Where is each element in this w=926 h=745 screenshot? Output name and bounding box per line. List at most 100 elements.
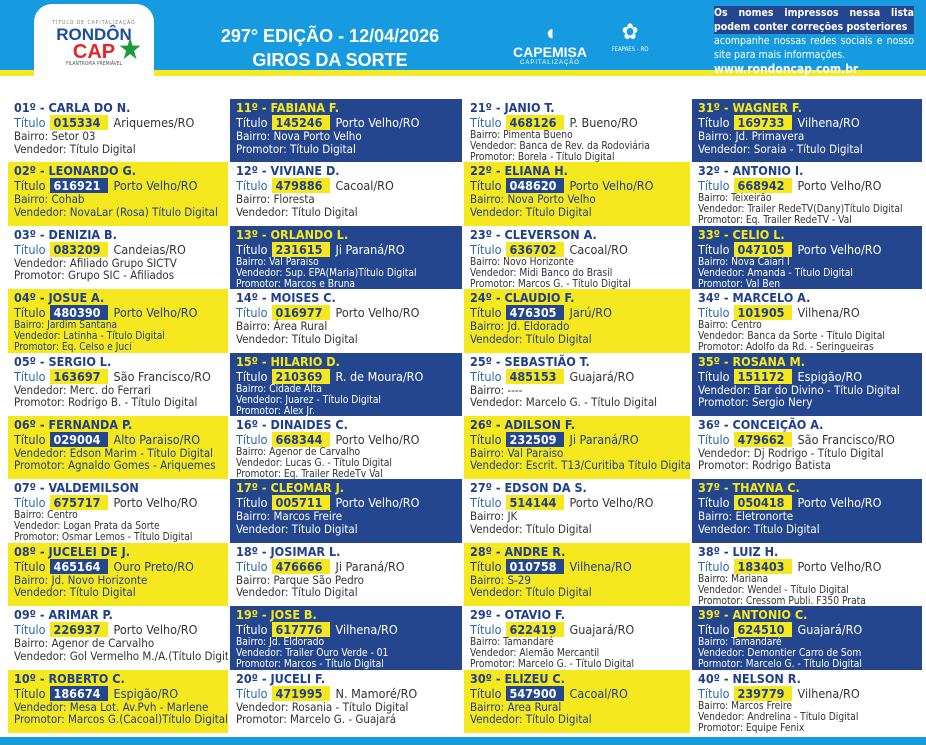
titulo-row: Título 151172 Espigão/RO <box>698 368 918 384</box>
detail-line: Vendedor: Banca da Sorte - Título Digita… <box>698 331 885 343</box>
city: Porto Velho/RO <box>335 431 420 447</box>
winner-title: 10º - ROBERTO C. <box>14 670 125 686</box>
detail-line: Bairro: Jd. Eldorado <box>470 319 570 334</box>
titulo-number: 015334 <box>49 115 108 130</box>
city: Cacoal/RO <box>335 178 394 194</box>
winner-card: 15º - HILARIO D. Título 210369 R. de Moura/… <box>230 352 462 416</box>
detail-line: Bairro: Area Rural <box>470 699 562 714</box>
winner-title: 23º - CLEVERSON A. <box>470 226 597 242</box>
detail-line: Vendedor: Título Digital <box>14 141 136 156</box>
detail-line: Bairro: Eletronorte <box>698 509 794 524</box>
detail-line: Promotor: Eq. Celso e Juci <box>14 342 132 353</box>
winner-card: 38º - LUIZ H. Título 183403 Porto Velho/RO B… <box>692 542 922 607</box>
city: Vilhena/RO <box>797 305 860 321</box>
titulo-number: 010758 <box>505 558 564 574</box>
detail-line: Vendedor: Demontier Carro de Som <box>698 648 862 660</box>
detail-line: Promotor: Adolfo da Rd. - Seringueiras <box>698 342 874 353</box>
titulo-row: Título 047105 Porto Velho/RO <box>698 241 918 257</box>
rondoncap-logo: TÍTULO DE CAPITALIZAÇÃO RONDÔN CAP ★ FIL… <box>34 4 154 78</box>
city: Vilhena/RO <box>797 115 860 130</box>
titulo-number: 232509 <box>505 431 564 447</box>
titulo-label: Título <box>698 685 730 701</box>
notice-text: acompanhe nossas redes sociais e nosso s… <box>714 35 914 61</box>
winner-title: 21º - JANIO T. <box>470 100 555 115</box>
titulo-number: 468126 <box>505 115 564 130</box>
winner-title: 25º - SEBASTIÃO T. <box>470 353 590 369</box>
detail-line: Promotor: Sergio Nery <box>698 395 813 410</box>
detail-line: Bairro: Mariana <box>698 573 769 585</box>
winner-title: 16º - DINAIDES C. <box>236 416 348 432</box>
detail-line: Bairro: Cidade Alta <box>236 383 322 395</box>
detail-line: Vendedor: Título Digital <box>470 331 592 346</box>
city: Porto Velho/RO <box>569 178 654 194</box>
city: Vilhena/RO <box>797 685 860 701</box>
winner-card: 07º - VALDEMILSON Título 675717 Porto Velho… <box>8 479 228 543</box>
website-link[interactable]: www.rondoncap.com.br <box>714 62 859 76</box>
titulo-label: Título <box>236 685 268 701</box>
winner-title: 29º - OTAVIO F. <box>470 607 566 623</box>
winner-title: 30º - ELIZEU C. <box>470 670 565 686</box>
winner-card: 01º - CARLA DO N. Título 015334 Ariquemes/R… <box>8 99 228 163</box>
titulo-number: 616921 <box>49 178 108 194</box>
winner-card: 16º - DINAIDES C. Título 668344 Porto Velho… <box>230 415 462 480</box>
winner-card: 09º - ARIMAR P. Título 226937 Porto Velho/R… <box>8 606 228 670</box>
logo-text-cap: CAP <box>72 41 116 63</box>
titulo-number: 480390 <box>49 305 108 321</box>
detail-line: Vendedor: Alemão Mercantil <box>470 648 600 660</box>
winner-card: 14º - MOISES C. Título 016977 Porto Velho/R… <box>230 289 462 353</box>
titulo-row: Título 101905 Vilhena/RO <box>698 305 918 321</box>
winner-title: 18º - JOSIMAR L. <box>236 543 341 559</box>
titulo-row: Título 015334 Ariquemes/RO <box>14 115 224 130</box>
city: São Francisco/RO <box>797 431 895 447</box>
titulo-label: Título <box>14 558 46 574</box>
titulo-number: 465164 <box>49 558 108 574</box>
winners-column: 31º - WAGNER F. Título 169733 Vilhena/RO Bai… <box>692 99 922 733</box>
winner-card: 20º - JUCELI F. Título 471995 N. Mamoré/RO V… <box>230 669 462 733</box>
detail-line: Promotor: Eq. Trailer RedeTV - Val <box>698 215 852 226</box>
detail-line: Promotor: Marcos G. - Título Digital <box>470 278 631 290</box>
titulo-row: Título 016977 Porto Velho/RO <box>236 305 458 321</box>
detail-line: Vendedor: Logan Prata da Sorte <box>14 521 160 533</box>
logo-tagline: TÍTULO DE CAPITALIZAÇÃO <box>52 20 136 26</box>
detail-line: Bairro: Nova Caiari I <box>698 256 790 268</box>
titulo-number: 476305 <box>505 305 564 321</box>
detail-line: Vendedor: Banca de Rev. da Rodoviária <box>470 141 650 152</box>
winners-column: 01º - CARLA DO N. Título 015334 Ariquemes/R… <box>8 99 228 733</box>
detail-line: Promotor: Marcos e Bruna <box>236 278 356 290</box>
detail-line: Vendedor: Gol Vermelho M./A.(Título Digi… <box>14 648 228 663</box>
city: Ariquemes/RO <box>113 115 195 130</box>
winner-title: 33º - CELIO L. <box>698 226 785 242</box>
winner-card: 30º - ELIZEU C. Título 547900 Cacoal/RO Bair… <box>464 669 690 733</box>
titulo-row: Título 232509 Ji Paraná/RO <box>470 431 686 447</box>
detail-line: Promotor: Marcelo G. - Título Digital <box>470 659 635 670</box>
titulo-row: Título 050418 Porto Velho/RO <box>698 495 918 511</box>
titulo-number: 675717 <box>49 495 108 511</box>
titulo-row: Título 169733 Vilhena/RO <box>698 115 918 130</box>
winner-title: 35º - ROSANA M. <box>698 353 806 369</box>
detail-line: Bairro: Jardim Santana <box>14 320 118 332</box>
titulo-row: Título 617776 Vilhena/RO <box>236 622 458 638</box>
winner-card: 25º - SEBASTIÃO T. Título 485153 Guajará/RO… <box>464 352 690 416</box>
titulo-number: 163697 <box>49 368 108 384</box>
logo-subtitle: FILANTROPIA PREMIÁVEL <box>66 61 122 67</box>
detail-line: Promotor: Borela - Título Digital <box>470 152 615 163</box>
detail-line: Vendedor: Título Digital <box>236 585 358 600</box>
titulo-label: Título <box>14 241 46 257</box>
titulo-number: 231615 <box>271 241 330 257</box>
titulo-label: Título <box>236 495 268 511</box>
logo-text: RONDÔN <box>56 25 132 44</box>
footer-bar <box>0 737 926 745</box>
winner-card: 26º - ADILSON F. Título 232509 Ji Paraná/RO… <box>464 415 690 480</box>
city: Porto Velho/RO <box>569 495 654 511</box>
titulo-row: Título 479662 São Francisco/RO <box>698 431 918 447</box>
detail-line: Bairro: Agenor de Carvalho <box>236 446 361 458</box>
notice: Os nomes impressos nessa lista podem con… <box>714 6 914 76</box>
titulo-number: 050418 <box>733 495 792 511</box>
detail-line: Bairro: Jd. Eldorado <box>236 637 325 649</box>
detail-line: Vendedor: Título Digital <box>236 331 358 346</box>
detail-line: Promotor: Eq. Trailer RedeTv Val <box>236 468 383 480</box>
titulo-row: Título 636702 Cacoal/RO <box>470 241 686 257</box>
detail-line: Bairro: Área Rural <box>236 319 328 334</box>
titulo-number: 083209 <box>49 241 108 257</box>
titulo-number: 239779 <box>733 685 792 701</box>
